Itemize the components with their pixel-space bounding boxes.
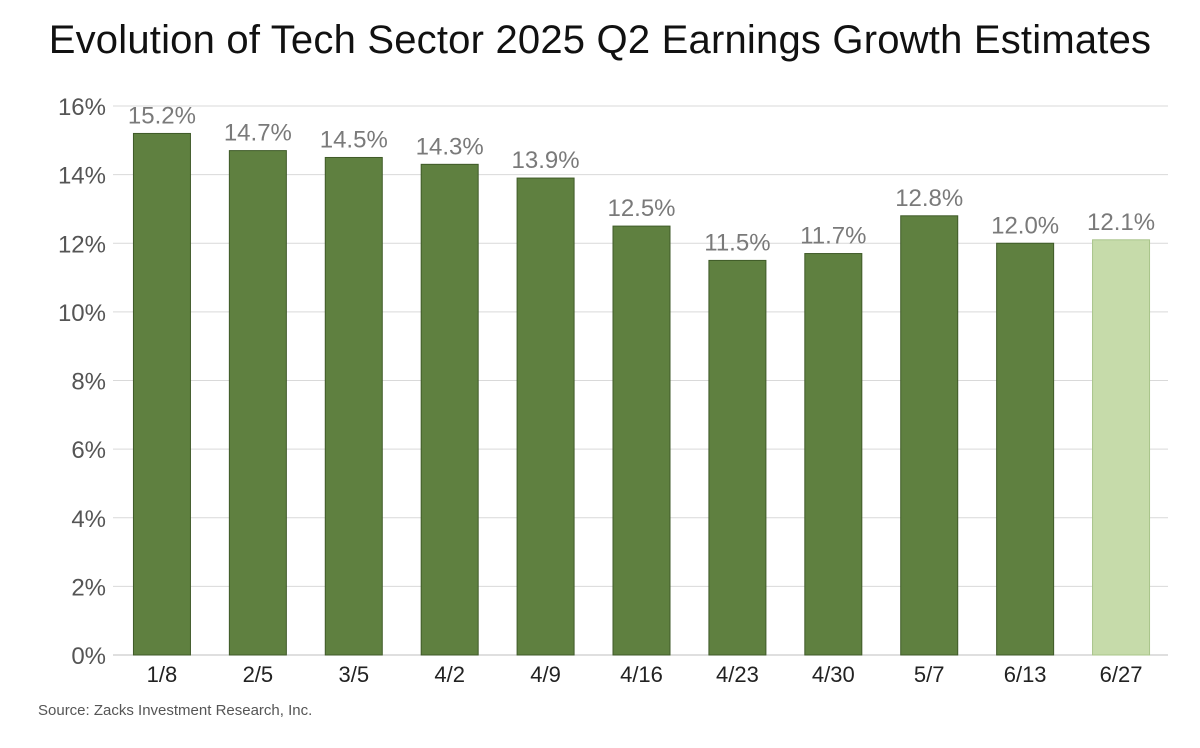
source-note: Source: Zacks Investment Research, Inc.: [38, 702, 313, 719]
y-axis-tick-labels: 0% 2% 4% 6% 8% 10% 12% 14% 16%: [58, 94, 106, 670]
y-tick-label: 12%: [58, 231, 106, 258]
bar-6-13: [996, 242, 1055, 656]
data-label: 12.1%: [1087, 209, 1155, 236]
x-tick-label: 6/27: [1100, 662, 1143, 687]
x-tick-label: 4/9: [530, 662, 561, 687]
data-label: 11.7%: [800, 223, 866, 250]
y-tick-label: 16%: [58, 94, 106, 121]
x-tick-label: 4/30: [812, 662, 855, 687]
x-tick-label: 1/8: [147, 662, 178, 687]
bar-4-16: [612, 225, 671, 656]
data-label: 14.7%: [224, 120, 292, 147]
bars: [132, 132, 1151, 656]
bar-1-8: [132, 132, 191, 656]
data-labels: 15.2% 14.7% 14.5% 14.3% 13.9% 12.5% 11.5% 11.7%…: [128, 102, 1155, 256]
x-axis-tick-labels: 1/8 2/5 3/5 4/2 4/9 4/16 4/23 4/30 5/7 6/13 6/27: [147, 662, 1143, 687]
y-tick-label: 6%: [71, 437, 106, 464]
data-label: 14.5%: [320, 126, 388, 153]
bar-3-5: [324, 156, 383, 656]
y-tick-label: 8%: [71, 369, 106, 396]
y-tick-label: 2%: [71, 574, 106, 601]
data-label: 12.8%: [895, 185, 963, 212]
bar-4-23: [708, 259, 767, 656]
x-tick-label: 6/13: [1004, 662, 1047, 687]
y-tick-label: 0%: [71, 643, 106, 670]
chart-title: Evolution of Tech Sector 2025 Q2 Earning…: [48, 18, 1152, 62]
bar-4-2: [420, 163, 479, 656]
x-tick-label: 4/16: [620, 662, 663, 687]
x-tick-label: 4/2: [434, 662, 465, 687]
y-tick-label: 10%: [58, 300, 106, 327]
data-label: 14.3%: [416, 133, 484, 160]
y-tick-label: 14%: [58, 163, 106, 190]
data-label: 15.2%: [128, 102, 196, 129]
bar-2-5: [228, 150, 287, 656]
data-label: 13.9%: [512, 147, 580, 174]
x-tick-label: 3/5: [338, 662, 369, 687]
x-tick-label: 5/7: [914, 662, 945, 687]
bar-6-27: [1092, 239, 1151, 656]
bar-4-9: [516, 177, 575, 656]
data-label: 11.5%: [704, 229, 770, 256]
y-tick-label: 4%: [71, 506, 106, 533]
bar-4-30: [804, 253, 863, 656]
bar-5-7: [900, 215, 959, 656]
x-tick-label: 2/5: [243, 662, 274, 687]
data-label: 12.5%: [607, 195, 675, 222]
data-label: 12.0%: [991, 212, 1059, 239]
x-tick-label: 4/23: [716, 662, 759, 687]
